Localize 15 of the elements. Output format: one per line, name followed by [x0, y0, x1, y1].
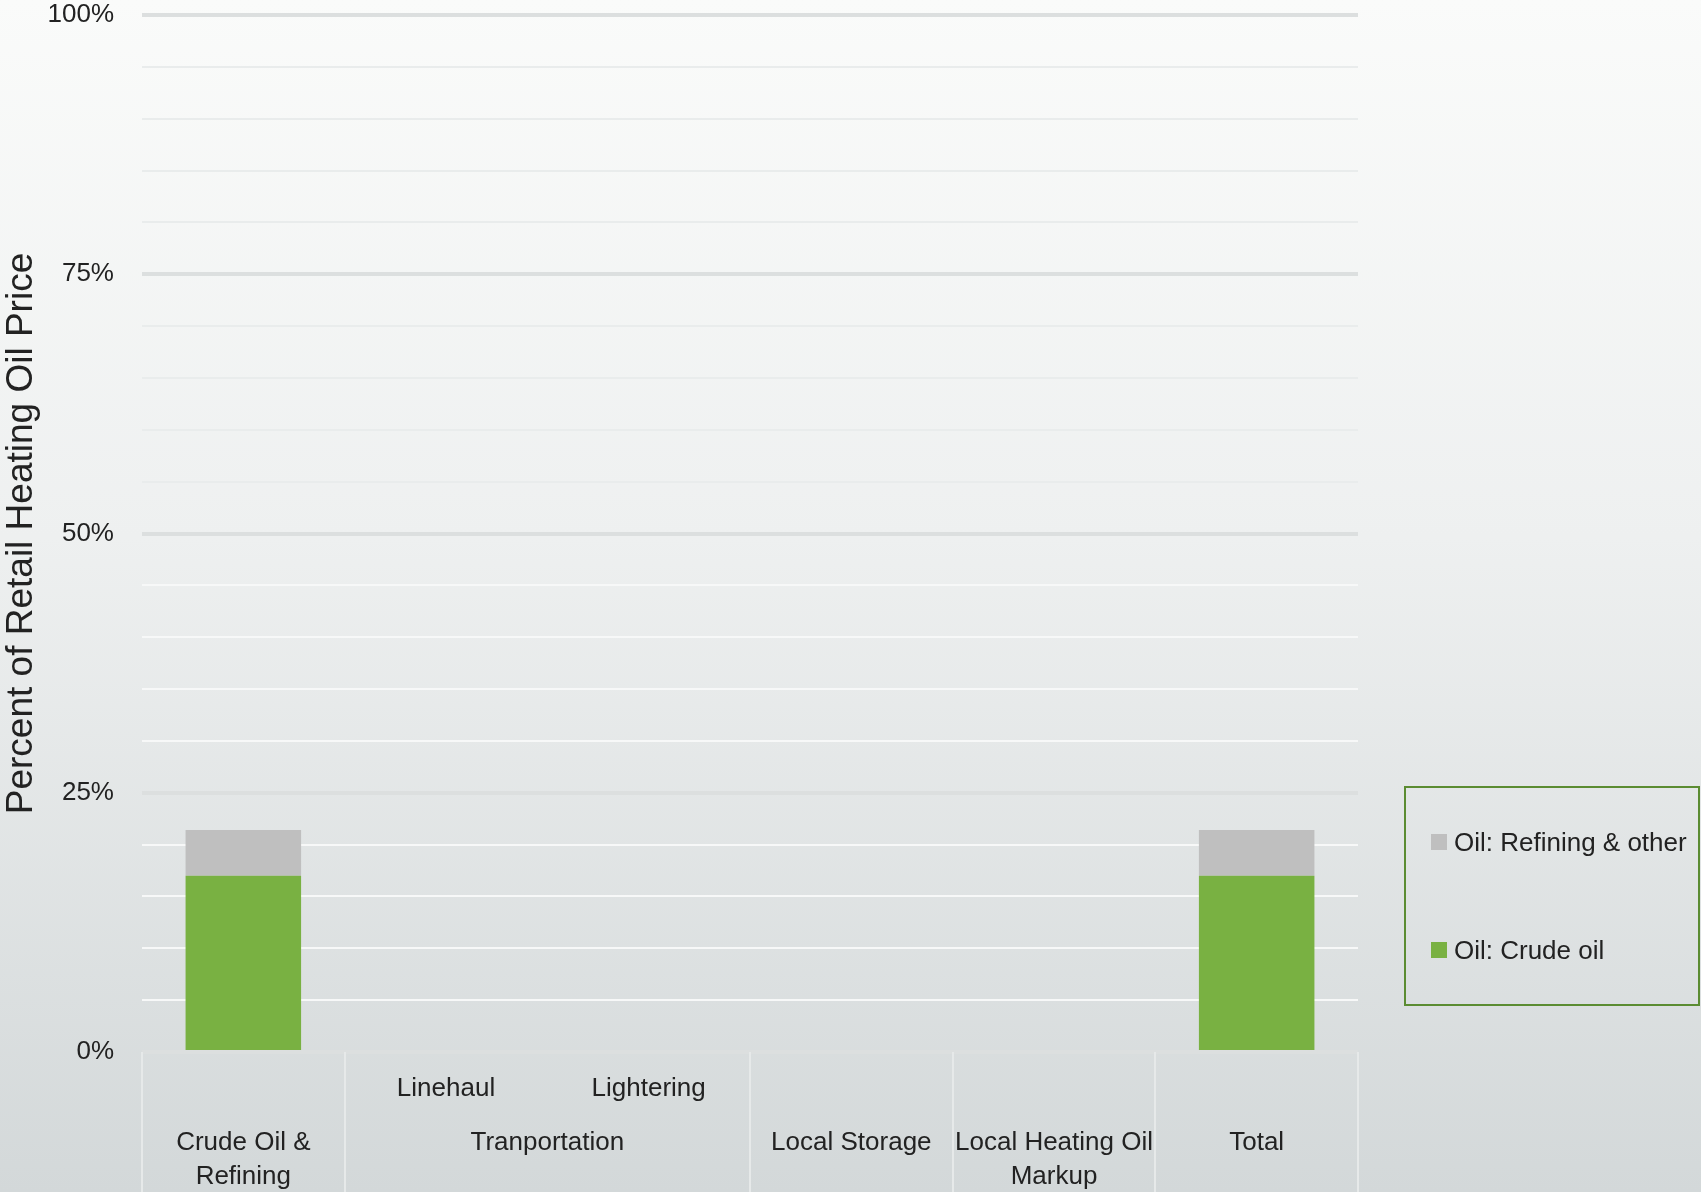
legend-label: Oil: Crude oil: [1454, 935, 1605, 965]
x-tick-label: Crude Oil & Refining: [176, 1126, 311, 1191]
x-tick-label: Linehaul: [396, 1072, 496, 1103]
y-tick-label: 25%: [61, 775, 114, 806]
y-tick-label: 100%: [47, 0, 114, 29]
y-tick-label: 75%: [61, 257, 114, 288]
y-tick-label: 0%: [76, 1035, 114, 1066]
x-tick-label: Lightering: [591, 1072, 706, 1103]
x-tick-label: Local Storage: [771, 1126, 932, 1157]
y-axis-title: Percent of Retail Heating Oil Price: [0, 252, 41, 815]
y-tick-label: 50%: [61, 516, 114, 547]
x-tick-label: Local Heating Oil Markup: [955, 1126, 1153, 1191]
text: Tranportation: [470, 1126, 625, 1157]
x-tick-label: Total: [1229, 1126, 1285, 1157]
legend-label: Oil: Refining & other: [1454, 827, 1687, 857]
